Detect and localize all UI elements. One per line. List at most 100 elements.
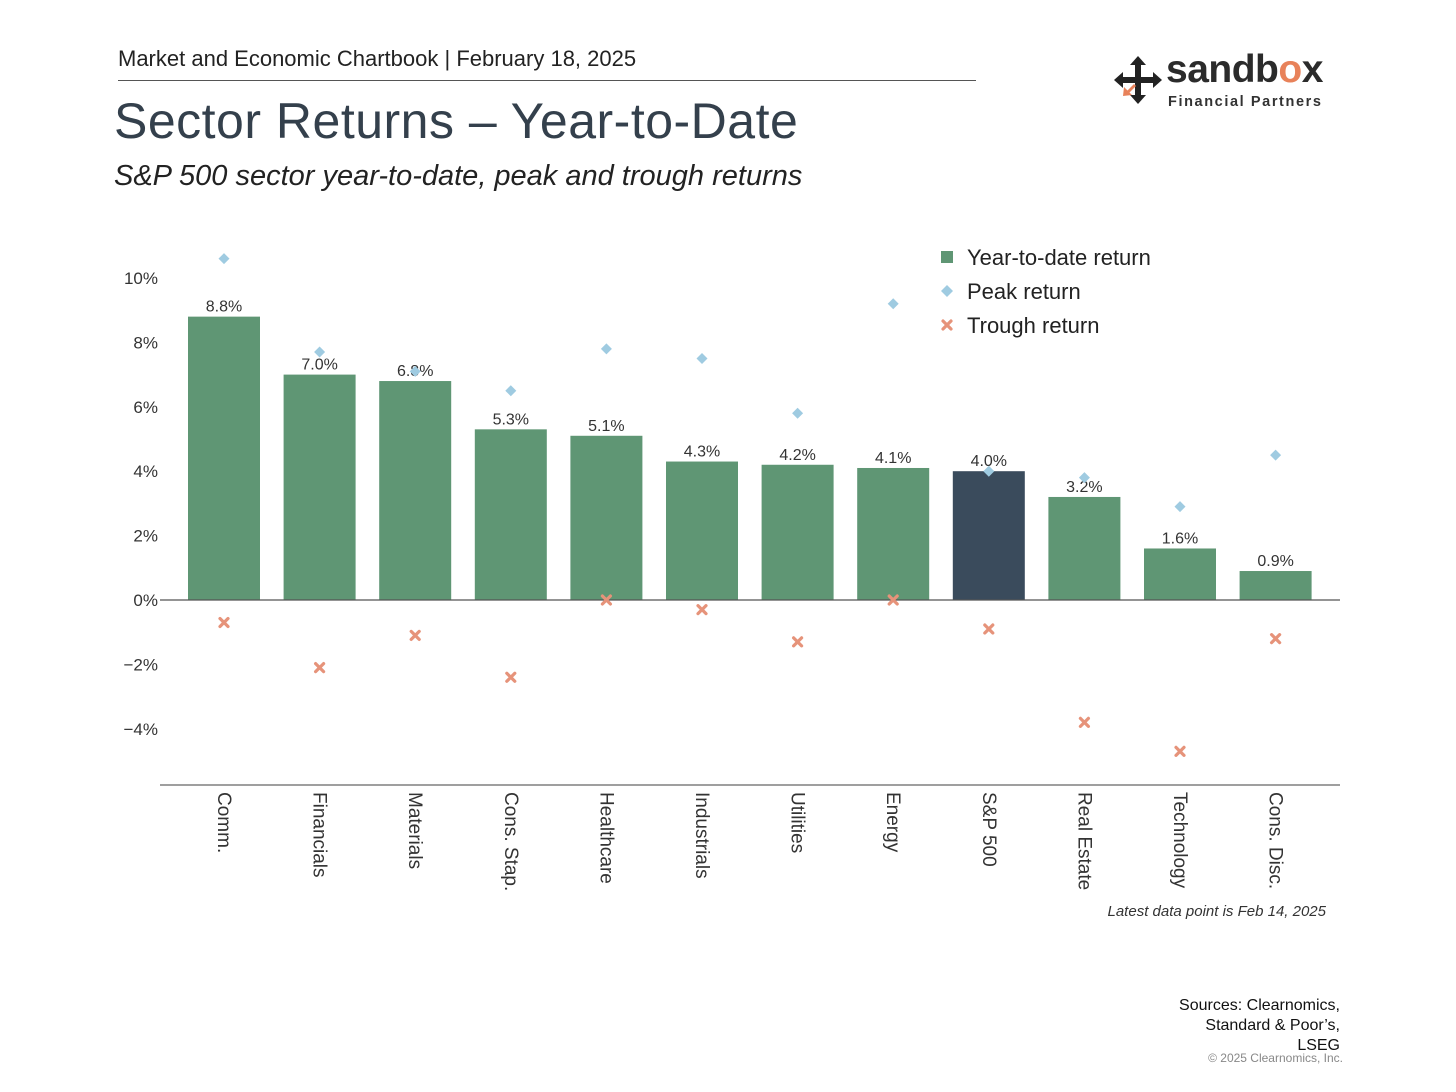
trough-marker-stroke	[314, 662, 326, 674]
x-category-label: Healthcare	[595, 792, 616, 884]
x-category-label: Comm.	[213, 792, 234, 853]
trough-marker-stroke	[983, 623, 995, 635]
y-tick-label: 6%	[133, 398, 158, 417]
trough-marker	[696, 604, 708, 616]
bar	[666, 461, 738, 600]
legend-item: Year-to-date return	[941, 245, 1151, 270]
trough-marker	[314, 662, 326, 674]
source-line: LSEG	[1297, 1037, 1340, 1054]
logo-tagline: Financial Partners	[1168, 94, 1323, 110]
peak-marker	[792, 407, 804, 419]
source-line: Sources: Clearnomics,	[1179, 997, 1340, 1014]
copyright: © 2025 Clearnomics, Inc.	[1208, 1051, 1343, 1065]
legend-label: Peak return	[967, 279, 1081, 304]
page-subtitle: S&P 500 sector year-to-date, peak and tr…	[114, 160, 803, 192]
bar-data-label: 4.1%	[875, 450, 911, 467]
legend-item: Peak return	[941, 279, 1081, 304]
trough-marker-stroke	[696, 604, 708, 616]
trough-marker-stroke	[1269, 633, 1282, 645]
latest-data-note: Latest data point is Feb 14, 2025	[1107, 903, 1327, 920]
y-tick-label: 2%	[133, 527, 158, 546]
trough-marker	[409, 629, 421, 642]
bar-data-label: 7.0%	[301, 357, 337, 374]
sandbox-logo: sandbox Financial Partners	[1114, 48, 1334, 116]
arrows-cross-icon	[1114, 56, 1162, 104]
y-tick-label: 8%	[133, 333, 158, 352]
peak-marker	[696, 353, 708, 364]
trough-marker-stroke	[887, 594, 899, 606]
bar-data-label: 0.9%	[1257, 553, 1293, 570]
peak-marker	[409, 365, 421, 377]
peak-marker	[1174, 501, 1186, 513]
peak-marker	[218, 253, 230, 265]
peak-marker	[887, 298, 899, 310]
peak-marker	[600, 343, 612, 355]
trough-marker	[1174, 745, 1186, 757]
trough-marker-stroke	[600, 594, 613, 606]
trough-marker-stroke	[505, 671, 517, 683]
bar	[761, 464, 834, 600]
bar-labels-group: 8.8%7.0%6.8%5.3%5.1%4.3%4.2%4.1%4.0%3.2%…	[206, 299, 1294, 570]
peak-marker	[983, 465, 995, 477]
legend-label: Year-to-date return	[967, 245, 1151, 270]
bar	[1048, 496, 1121, 600]
trough-marker	[1078, 716, 1091, 728]
bar	[474, 429, 547, 600]
y-tick-label: 0%	[133, 591, 158, 610]
bar-data-label: 5.3%	[493, 411, 529, 428]
legend-swatch-x	[941, 319, 953, 331]
x-category-label: Materials	[404, 792, 425, 869]
peak-marker	[505, 385, 517, 397]
legend-label: Trough return	[967, 313, 1099, 338]
peak-marker	[314, 346, 326, 358]
bar	[188, 316, 260, 600]
x-category-label: Cons. Stap.	[500, 792, 521, 891]
trough-markers-group	[218, 594, 1282, 757]
bar	[570, 435, 643, 600]
chartbook-header: Market and Economic Chartbook | February…	[118, 46, 637, 71]
bar-data-label: 3.2%	[1066, 479, 1102, 496]
x-category-label: Cons. Disc.	[1265, 792, 1286, 889]
y-tick-label: −2%	[124, 655, 159, 674]
y-tick-label: 10%	[124, 269, 158, 288]
y-tick-label: 4%	[133, 462, 158, 481]
legend-item: Trough return	[941, 313, 1099, 338]
bar-data-label: 8.8%	[206, 299, 242, 316]
logo-wordmark: sandbox	[1166, 48, 1323, 92]
y-tick-label: −4%	[124, 720, 159, 739]
legend-swatch-square	[941, 251, 953, 263]
trough-marker-stroke	[218, 616, 230, 629]
bar	[1239, 571, 1312, 600]
x-category-label: Energy	[882, 792, 903, 853]
trough-marker	[1269, 633, 1282, 645]
trough-marker	[600, 594, 613, 606]
trough-marker	[791, 636, 804, 648]
bar	[952, 471, 1025, 600]
bars-group	[188, 316, 1312, 600]
x-category-label: Industrials	[691, 792, 712, 879]
trough-marker	[505, 671, 517, 683]
x-axis: Comm. Financials Materials Cons. Stap. Healt…	[160, 784, 1340, 891]
logo-word-accent: o	[1278, 48, 1302, 91]
bar-data-label: 4.0%	[971, 453, 1007, 470]
sources-note: Sources: Clearnomics, Standard & Poor’s,…	[1140, 996, 1340, 1056]
source-line: Standard & Poor’s,	[1205, 1017, 1340, 1034]
logo-word-main: sandb	[1166, 48, 1279, 91]
y-axis-ticks: 10% 8% 6% 4% 2% 0% −2% −4%	[124, 269, 159, 739]
trough-marker-stroke	[409, 629, 421, 642]
header-divider	[118, 80, 976, 81]
bar	[857, 467, 930, 600]
trough-marker	[218, 616, 230, 629]
x-category-label: Utilities	[787, 792, 808, 853]
trough-marker-stroke	[1078, 716, 1091, 728]
peak-marker	[1270, 449, 1282, 461]
x-category-label: Technology	[1169, 792, 1190, 889]
bar-data-label: 5.1%	[588, 418, 624, 435]
bar-data-label: 4.3%	[684, 444, 720, 461]
bar	[379, 381, 452, 600]
x-category-label: Real Estate	[1073, 792, 1094, 890]
legend-swatch-diamond	[941, 285, 953, 297]
page-title: Sector Returns – Year-to-Date	[114, 93, 799, 149]
chart-legend: Year-to-date return Peak return Trough ret…	[941, 245, 1151, 338]
